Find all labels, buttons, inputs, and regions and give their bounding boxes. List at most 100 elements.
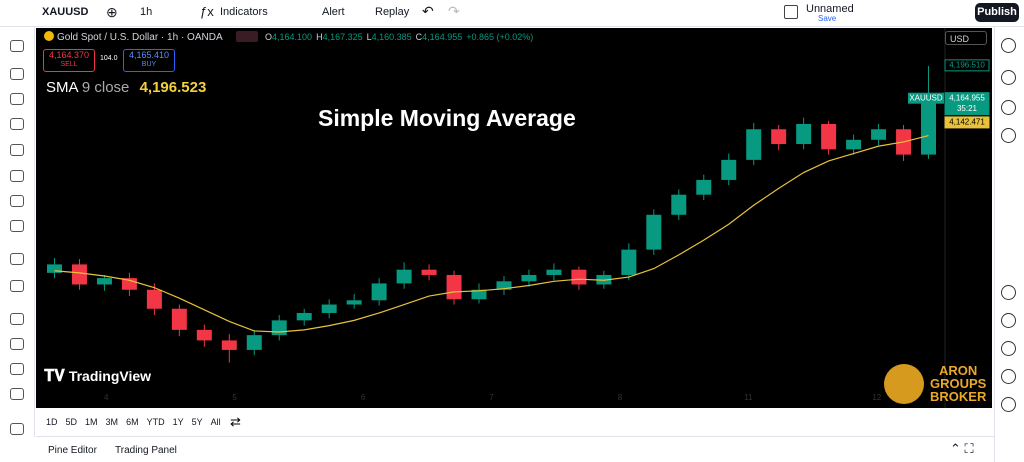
tool-icon[interactable] [10,313,24,325]
price-tag-label: 4,196.510 [949,60,985,69]
price-tag [944,59,990,72]
instrument-title: Gold Spot / U.S. Dollar · 1h · OANDA [57,32,223,43]
candle-body [821,123,837,150]
layout-checkbox[interactable] [784,5,798,19]
candle-body [521,274,537,282]
range-button[interactable]: 1Y [172,417,184,427]
divider [36,436,994,437]
candle-body [921,98,937,155]
brand-line: BROKER [930,389,987,404]
candle-body [46,264,62,273]
candle-body [496,281,512,290]
tool-icon[interactable] [10,280,24,292]
date-label: 11 [744,393,753,402]
tool-icon[interactable] [10,388,24,400]
tool-icon[interactable] [10,220,24,232]
sidebar-icon[interactable] [1001,397,1016,412]
sidebar-icon[interactable] [1001,285,1016,300]
tool-icon[interactable] [10,118,24,130]
watermark: 𝐓𝐕 TradingView [44,368,152,385]
range-button[interactable]: 5Y [191,417,203,427]
candle-body [796,123,812,145]
alert-button[interactable]: Alert [322,6,345,18]
brand-name: ARON GROUPS BROKER [930,364,986,403]
tool-icon[interactable] [10,338,24,350]
trading-panel-tab[interactable]: Trading Panel [115,445,177,456]
undo[interactable]: ↶ [422,3,434,19]
tool-icon[interactable] [10,363,24,375]
sidebar-icon[interactable] [1001,369,1016,384]
range-button[interactable]: 1M [85,417,98,427]
tool-icon[interactable] [10,68,24,80]
ohlc-key: C [415,32,423,42]
candle-body [771,129,787,145]
date-label: 8 [618,393,623,402]
sidebar-icon[interactable] [1001,70,1016,85]
sell-price: 4,164.370 [48,50,90,60]
save-button[interactable]: Save [818,14,837,23]
range-button[interactable]: All [210,417,221,427]
tool-icon[interactable] [10,195,24,207]
range-button[interactable]: 6M [126,417,139,427]
date-label: 12 [872,393,881,402]
sidebar-icon[interactable] [1001,38,1016,53]
candle-body [421,269,437,275]
sidebar-icon[interactable] [1001,128,1016,143]
symbol-logo [44,31,54,41]
tool-icon[interactable] [10,170,24,182]
indicator-legend: SMA 9 close 4,196.523 [46,79,206,96]
add-symbol[interactable]: ⊕ [106,4,118,20]
expand-panel[interactable]: ⌃ ⛶ [950,441,974,456]
symbol-search[interactable]: XAUUSD [42,6,89,18]
indicators-button[interactable]: Indicators [220,6,268,18]
buy-button[interactable]: 4,165.410 BUY [123,49,175,72]
goto-date[interactable]: ⇄ [230,414,241,429]
sidebar-icon[interactable] [1001,313,1016,328]
indicator-name: SMA [46,79,78,96]
sell-button[interactable]: 4,164.370 SELL [43,49,95,72]
publish-button[interactable]: Publish [975,3,1019,22]
date-label: 5 [232,393,237,402]
tool-icon[interactable] [10,423,24,435]
candle-body [446,274,462,300]
range-button[interactable]: YTD [146,417,165,427]
ohlc-value: 4,167.325 [322,32,363,42]
date-label: 7 [489,393,494,402]
sma-line [54,135,929,333]
candle-body [246,335,262,350]
range-button[interactable]: 5D [65,417,78,427]
chart-background [36,28,992,408]
range-button[interactable]: 3M [105,417,119,427]
currency-select[interactable]: USD [945,31,987,45]
ohlc-value: 4,164.955 [422,32,463,42]
interval[interactable]: 1h [140,6,153,18]
sidebar-icon[interactable] [1001,341,1016,356]
tool-icon[interactable] [10,144,24,156]
tool-icon[interactable] [10,93,24,105]
range-button[interactable]: 1D [46,417,58,427]
layout-name[interactable]: Unnamed [806,3,854,15]
candle-body [721,159,737,180]
price-tag [944,92,990,116]
candle-body [746,129,762,160]
tool-icon[interactable] [10,253,24,265]
candle-body [571,269,587,285]
candle-body [321,304,337,313]
candle-body [696,179,712,195]
market-status [236,31,258,42]
change: +0.865 (+0.02%) [466,32,534,42]
sidebar-icon[interactable] [1001,100,1016,115]
candle-body [221,340,237,350]
brand-line: GROUPS [930,376,987,391]
redo[interactable]: ↷ [448,3,460,19]
indicators-icon[interactable]: ƒx [200,4,214,19]
candle-body [296,312,312,321]
tool-icon[interactable] [10,40,24,52]
buy-price: 4,165.410 [128,50,170,60]
candle-body [196,329,212,341]
replay-button[interactable]: Replay [375,6,410,18]
ohlc-key: O [265,32,273,42]
pine-editor-tab[interactable]: Pine Editor [48,445,97,456]
